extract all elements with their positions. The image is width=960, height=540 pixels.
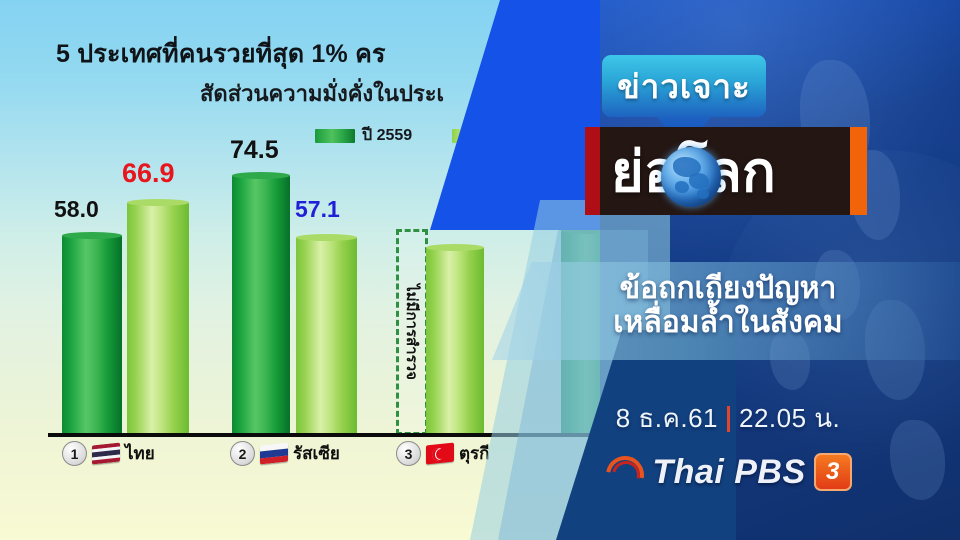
headline-band xyxy=(492,262,960,360)
channel-number-badge: 3 xyxy=(813,453,852,491)
bar-thailand-2559 xyxy=(62,232,122,435)
no-survey-box: ไม่มีการสำรวจ xyxy=(396,229,428,435)
category-label-russia: รัสเซีย xyxy=(293,444,340,463)
headline-line-2: เหลื่อมล้ำในสังคม xyxy=(613,305,843,339)
rank-badge-2: 2 xyxy=(230,441,255,466)
headline: ข้อถกเถียงปัญหา เหลื่อมล้ำในสังคม xyxy=(508,272,948,339)
category-turkey: 3 ตุรกี xyxy=(396,440,489,467)
value-label-57-1: 57.1 xyxy=(295,196,340,222)
dateline-separator xyxy=(727,405,730,432)
bar-turkey-2561 xyxy=(426,244,484,435)
category-thailand: 1 ไทย xyxy=(62,440,155,467)
thailand-flag-icon xyxy=(92,442,120,465)
category-label-thailand: ไทย xyxy=(125,444,155,463)
bar-cap xyxy=(127,199,189,206)
bar-thailand-2561 xyxy=(127,199,189,435)
dateline: 8 ธ.ค.61 22.05 น. xyxy=(508,398,948,439)
bar-russia-2561 xyxy=(296,234,357,435)
globe-icon xyxy=(661,147,721,207)
category-label-turkey: ตุรกี xyxy=(459,444,490,463)
legend-swatch-dark-green xyxy=(315,128,355,143)
russia-flag-icon xyxy=(260,442,288,465)
bar-russia-2559 xyxy=(232,172,290,435)
headline-line-1: ข้อถกเถียงปัญหา xyxy=(619,272,837,305)
value-label-66-9: 66.9 xyxy=(122,158,175,188)
legend-label-2559: ปี 2559 xyxy=(362,127,413,144)
bar-cap xyxy=(296,234,357,241)
rank-badge-1: 1 xyxy=(62,441,87,466)
legend-item-2559: ปี 2559 xyxy=(315,123,412,148)
no-survey-label: ไม่มีการสำรวจ xyxy=(403,284,420,380)
program-name-bottom: ย่อโลก xyxy=(611,129,851,213)
chart-subtitle: สัดส่วนความมั่งคั่งในประเ xyxy=(200,81,445,106)
thaipbs-logo: Thai PBS 3 xyxy=(508,442,948,502)
chart-title: 5 ประเทศที่คนรวยที่สุด 1% คร xyxy=(56,40,386,68)
x-axis-line xyxy=(48,433,622,437)
logo-red-bar xyxy=(585,127,600,215)
thaipbs-swoosh-icon xyxy=(598,448,652,502)
value-label-58: 58.0 xyxy=(54,196,99,222)
bar-cap xyxy=(62,232,122,239)
program-logo: ข่าวเจาะ ย่อโลก xyxy=(585,55,875,215)
plot-area: ไม่มีการสำรวจ xyxy=(0,140,640,435)
broadcast-time: 22.05 น. xyxy=(739,403,841,433)
bar-cap xyxy=(426,244,484,251)
program-logo-bottom: ย่อโลก xyxy=(585,127,867,215)
bar-cap xyxy=(232,172,290,179)
value-label-74-5: 74.5 xyxy=(230,136,279,164)
rank-badge-3: 3 xyxy=(396,441,421,466)
channel-name: Thai PBS xyxy=(652,452,806,491)
logo-orange-bar xyxy=(850,127,867,215)
turkey-flag-icon xyxy=(426,442,454,465)
program-name-top: ข่าวเจาะ xyxy=(617,67,751,105)
broadcast-date: 8 ธ.ค.61 xyxy=(615,403,718,433)
program-logo-top: ข่าวเจาะ xyxy=(602,55,766,117)
category-russia: 2 รัสเซีย xyxy=(230,440,340,467)
